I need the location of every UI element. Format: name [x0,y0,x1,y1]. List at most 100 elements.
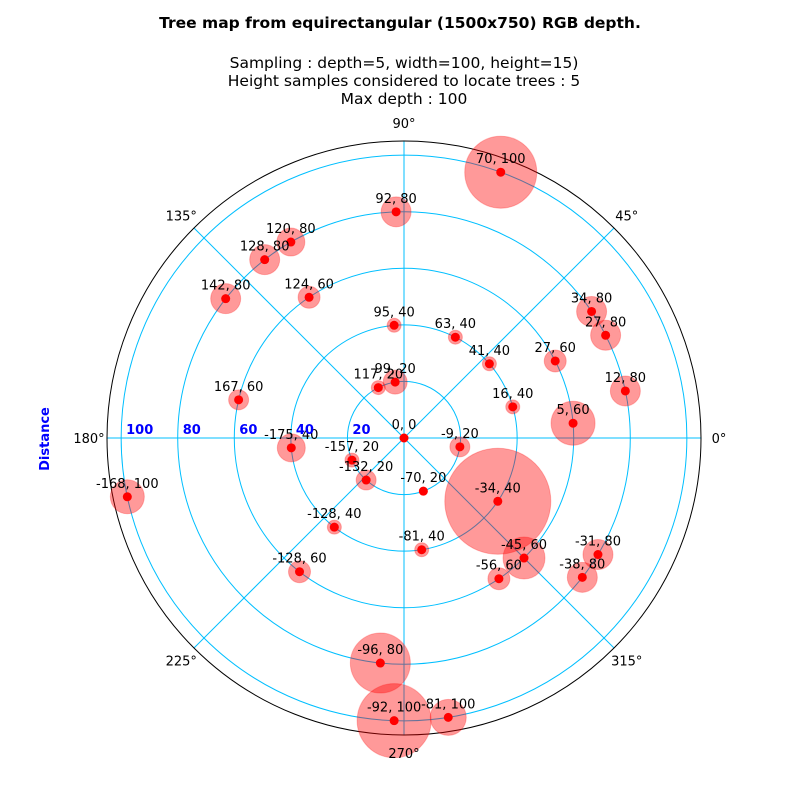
tree-point-label: 142, 80 [201,279,251,294]
tree-point-label: -175, 40 [264,428,318,443]
theta-gridline [403,437,615,649]
tree-point-label: -9, 20 [441,427,479,442]
tree-point [329,522,339,532]
chart-title: Tree map from equirectangular (1500x750)… [159,14,641,32]
tree-point-label: -31, 80 [575,535,621,550]
tree-point [286,237,296,247]
radial-gridline [120,154,688,722]
tree-point-label: -34, 40 [475,481,521,496]
tree-point [361,475,371,485]
tree-point-label: -132, 20 [339,460,393,475]
tree-point [577,572,587,582]
polar-grid [106,140,702,736]
theta-tick-label: 225° [166,655,197,670]
theta-gridline [193,437,405,649]
r-tick-label: 60 [239,423,257,438]
tree-point-label: 41, 40 [469,344,510,359]
tree-point [375,658,385,668]
chart-subtitle-line-3: Max depth : 100 [341,90,468,108]
tree-point-label: 0, 0 [392,418,417,433]
theta-tick-label: 0° [712,432,727,447]
y-axis-label: Distance [38,407,53,471]
tree-point-label: 12, 80 [605,371,646,386]
tree-point [620,386,630,396]
theta-tick-label: 270° [388,747,419,762]
tree-point-label: 16, 40 [492,387,533,402]
tree-point-label: 124, 60 [284,277,334,292]
theta-tick-label: 180° [73,432,104,447]
tree-point-label: -96, 80 [357,643,403,658]
tree-point [304,292,314,302]
tree-point [390,377,400,387]
tree-point [234,395,244,405]
point-label-layer: 70, 100 92, 80 120, 80 128, 80 142, 80 124, 6… [96,152,646,715]
tree-point [601,330,611,340]
tree-point-label: 99, 20 [374,362,415,377]
point-layer [122,167,630,726]
theta-gridline [403,227,615,439]
tree-point-label: -128, 60 [272,552,326,567]
tree-point [493,496,503,506]
tree-point-label: 167, 60 [214,380,264,395]
theta-gridline [193,227,405,439]
tree-point [519,553,529,563]
r-tick-label: 40 [296,423,314,438]
tree-point [568,418,578,428]
tree-point [399,433,409,443]
chart-subtitle-line-1: Sampling : depth=5, width=100, height=15… [230,54,579,72]
tree-point-label: -81, 100 [421,697,475,712]
tree-point-label: -168, 100 [96,477,159,492]
tree-point [391,207,401,217]
tree-point-label: 27, 80 [585,315,626,330]
tree-point [260,255,270,265]
tree-point-label: 5, 60 [557,403,590,418]
radial-gridline [233,267,575,609]
tree-point [443,712,453,722]
tree-point [417,545,427,555]
theta-tick-label: 90° [392,117,415,132]
tree-point [455,442,465,452]
tree-point-label: -45, 60 [501,538,547,553]
tree-point [295,567,305,577]
theta-tick-label: 135° [166,209,197,224]
tree-point-label: -38, 80 [559,557,605,572]
tree-point [373,383,383,393]
tree-point-label: -157, 20 [325,440,379,455]
tick-label-layer: 0° 45° 90° 135° 180° 225° 270° 315° 20 40 60 80 100 [73,117,726,762]
tree-point-label: 27, 60 [535,341,576,356]
chart-subtitle-line-2: Height samples considered to locate tree… [228,72,580,90]
tree-point-label: 120, 80 [266,222,316,237]
tree-point [389,716,399,726]
tree-point [550,356,560,366]
tree-point [347,455,357,465]
tree-point [587,306,597,316]
r-tick-label: 100 [126,423,153,438]
r-tick-label: 80 [183,423,201,438]
theta-tick-label: 315° [611,655,642,670]
tree-point [508,402,518,412]
theta-tick-label: 45° [615,209,638,224]
tree-point-label: -92, 100 [367,701,421,716]
r-tick-label: 20 [352,423,370,438]
tree-point [122,492,132,502]
tree-point [221,294,231,304]
tree-point-label: 117, 20 [354,368,404,383]
tree-point-label: -81, 40 [399,530,445,545]
tree-point-label: -70, 20 [400,471,446,486]
tree-point-label: 92, 80 [375,192,416,207]
radial-gridline [290,324,518,552]
tree-point-label: -128, 40 [307,507,361,522]
tree-point-label: 95, 40 [373,305,414,320]
polar-frame [106,140,702,736]
tree-point-label: -56, 60 [476,559,522,574]
tree-point [418,486,428,496]
radial-gridline [177,211,631,665]
radial-gridline [346,380,462,496]
tree-point [494,574,504,584]
tree-point-label: 70, 100 [476,152,526,167]
tree-point [484,359,494,369]
tree-point-label: 63, 40 [435,317,476,332]
tree-point [389,320,399,330]
tree-point [593,550,603,560]
